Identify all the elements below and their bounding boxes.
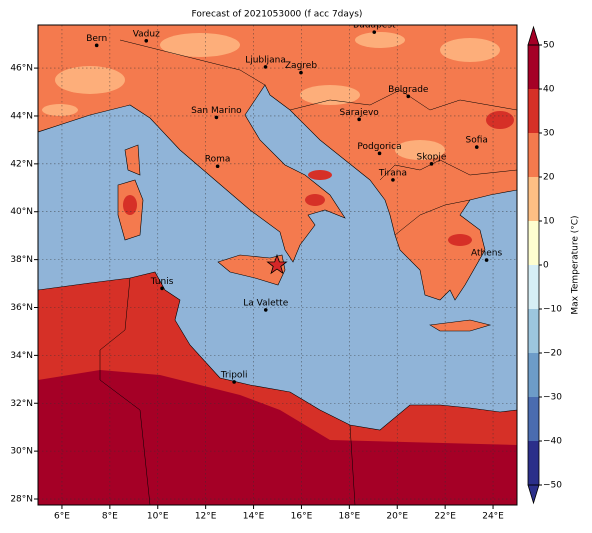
city-label: Athens (471, 249, 502, 259)
city-dot (377, 151, 382, 156)
city-dot (94, 43, 99, 48)
colorbar-tick-label: −20 (543, 349, 562, 359)
city-dot (263, 65, 268, 69)
city-dot (372, 30, 377, 34)
colorbar-band (528, 309, 539, 353)
city-label: Tirana (378, 168, 407, 178)
city-label: Tripoli (220, 370, 248, 380)
colorbar-band (528, 441, 539, 485)
city-dot (391, 178, 395, 182)
colorbar-band (528, 177, 539, 221)
y-tick-label: 46°N (10, 64, 33, 74)
city-dot (160, 286, 164, 291)
city-dot (263, 308, 268, 312)
city-dot (214, 115, 219, 120)
city-dot (299, 70, 303, 75)
axes: 6°E 8°E 10°E 12°E 14°E 16°E 18°E 20°E 22°E 24°E 28… (10, 64, 504, 522)
map-title: Forecast of 2021053000 (f acc 7days) (192, 10, 363, 20)
city-dot (232, 380, 236, 384)
y-tick-label: 32°N (10, 399, 33, 409)
y-tick-label: 34°N (10, 351, 33, 361)
x-tick-label: 6°E (54, 512, 70, 522)
y-tick-label: 36°N (10, 303, 33, 313)
city-dot (429, 162, 434, 166)
city-label: Sofia (466, 136, 488, 146)
city-label: Belgrade (388, 85, 429, 95)
y-tick-label: 42°N (10, 159, 33, 169)
y-tick-label: 38°N (10, 255, 33, 265)
y-tick-label: 30°N (10, 447, 33, 457)
x-tick-label: 22°E (434, 512, 456, 522)
colorbar-extend-bottom (527, 484, 540, 505)
city-label: Podgorica (357, 142, 401, 152)
city-dot (144, 39, 149, 43)
colorbar-tick-label: −30 (543, 393, 562, 403)
x-tick-label: 24°E (482, 512, 504, 522)
city-label: Zagreb (285, 61, 317, 71)
corsica (124, 144, 141, 176)
city-label: La Valette (243, 298, 288, 308)
x-tick-label: 8°E (102, 512, 118, 522)
colorbar-band (528, 45, 539, 89)
colorbar-band (528, 221, 539, 265)
colorbar-band (528, 397, 539, 441)
colorbar-band (528, 353, 539, 397)
colorbar-band (528, 89, 539, 133)
x-tick-label: 16°E (291, 512, 313, 522)
city-label: San Marino (191, 106, 242, 116)
graticule (38, 25, 517, 505)
colorbar-band (528, 265, 539, 309)
colorbar-tick-label: 10 (543, 217, 555, 227)
colorbar-tick-label: 0 (543, 261, 549, 271)
colorbar-tick-label: −50 (543, 481, 562, 491)
colorbar: −50 −40 −30 −20 −10 0 10 20 30 40 50 Max Temperatur… (527, 25, 581, 505)
location-marker (266, 253, 288, 275)
colorbar-tick-label: −40 (543, 437, 562, 447)
colorbar-tick-label: −10 (543, 305, 562, 315)
x-tick-label: 18°E (339, 512, 361, 522)
x-tick-label: 10°E (147, 512, 169, 522)
city-label: Budapest (353, 21, 396, 31)
colorbar-band (528, 133, 539, 177)
y-tick-label: 44°N (10, 111, 33, 121)
colorbar-tick-label: 30 (543, 129, 555, 139)
x-tick-label: 20°E (386, 512, 408, 522)
colorbar-tick-label: 20 (543, 173, 555, 183)
warmer-patches (305, 111, 514, 246)
city-label: Vaduz (133, 29, 160, 39)
sardinia-patch (123, 195, 137, 215)
y-tick-label: 28°N (10, 495, 33, 505)
crete (429, 319, 492, 332)
colorbar-extend-top (527, 25, 540, 46)
borders (99, 39, 517, 505)
city-label: Roma (205, 155, 231, 165)
x-tick-label: 12°E (195, 512, 217, 522)
city-label: Ljubljana (245, 55, 286, 65)
city-dot (484, 258, 489, 262)
map-frame (37, 24, 518, 506)
city-label: Sarajevo (340, 108, 380, 118)
y-tick-label: 40°N (10, 207, 33, 217)
cooler-patches (42, 32, 500, 160)
x-tick-label: 14°E (243, 512, 265, 522)
colorbar-tick-label: 50 (543, 41, 555, 51)
city-label: Bern (86, 34, 107, 44)
city-dot (406, 94, 411, 99)
city-dot (357, 117, 361, 122)
city-dot (215, 164, 220, 169)
colorbar-label: Max Temperature (°C) (571, 215, 581, 314)
colorbar-tick-label: 40 (543, 85, 555, 95)
city-label: Tunis (150, 277, 174, 287)
city-dot (474, 145, 479, 149)
city-label: Skopje (417, 152, 447, 162)
sahara (38, 370, 517, 505)
